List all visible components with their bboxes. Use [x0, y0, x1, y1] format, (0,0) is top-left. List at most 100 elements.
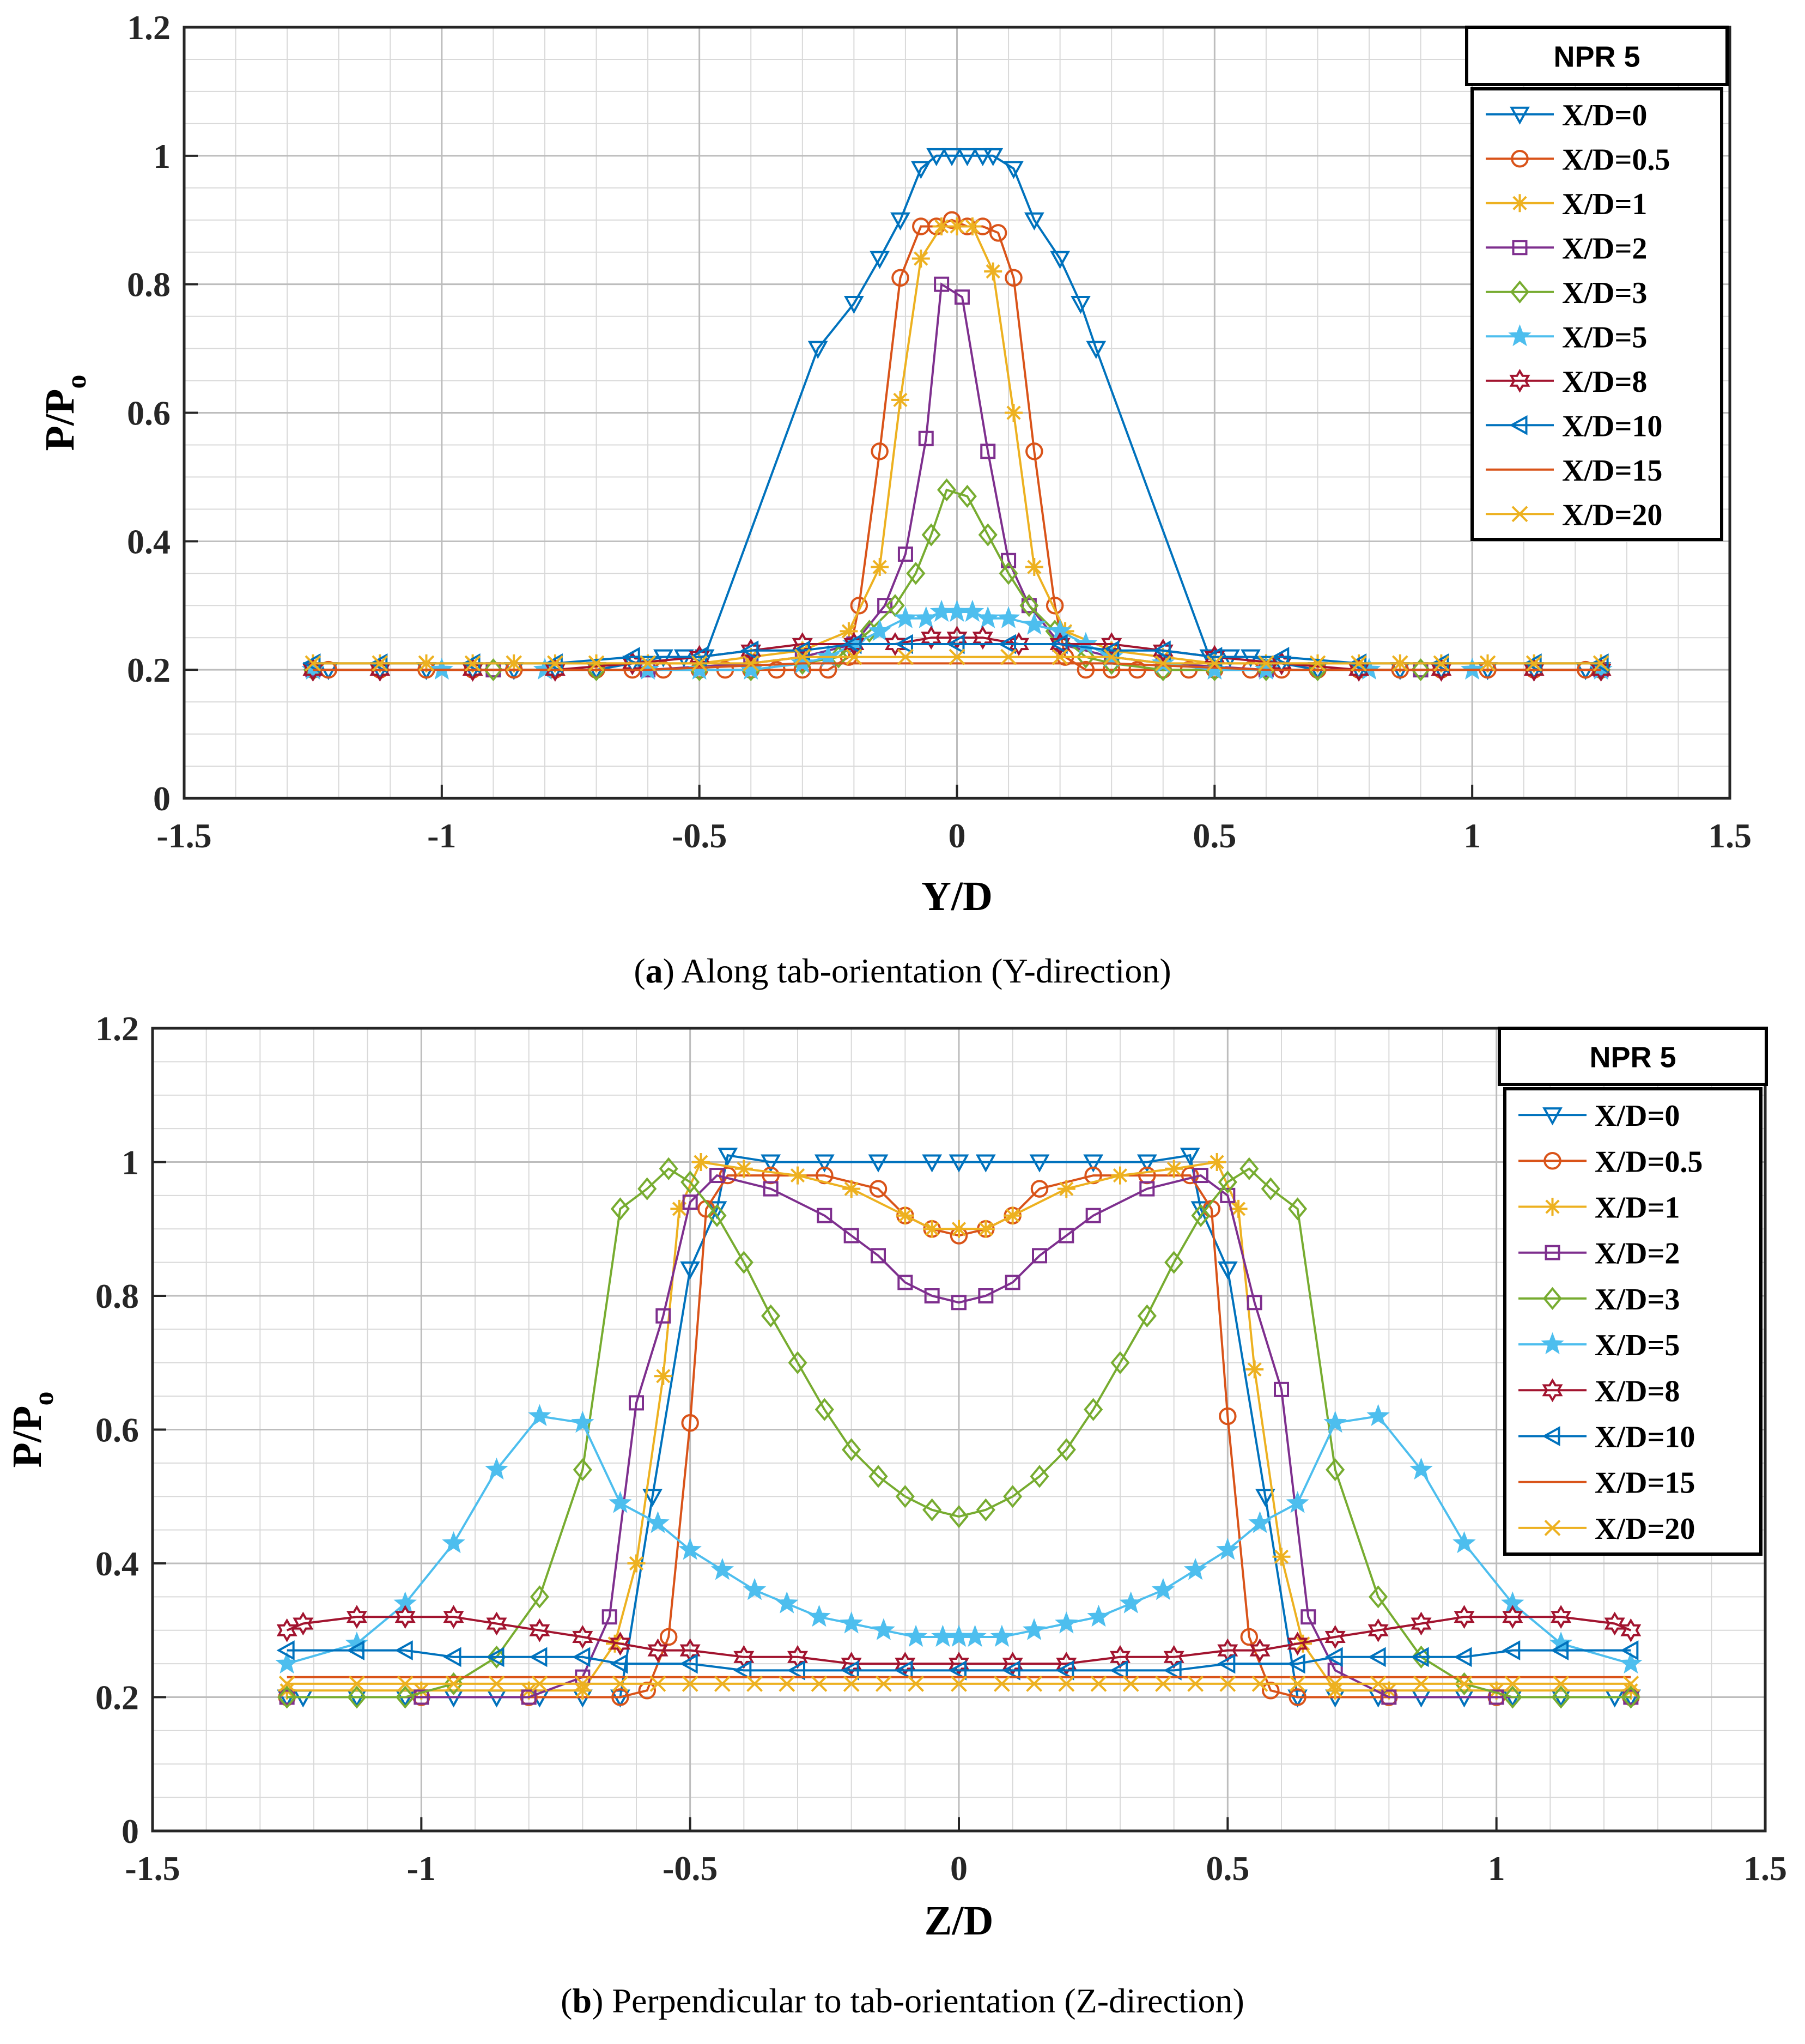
legend-a: NPR 5 X/D=0 X/D=0.5 X/D=1 X/D=2 X/D=3 X/D=5 X/D…: [1465, 26, 1729, 541]
data-point: [649, 1676, 666, 1692]
series-line: [287, 1649, 1631, 1672]
data-point: [976, 1220, 995, 1238]
data-point: [1056, 1652, 1077, 1676]
legend-label: X/D=2: [1595, 1237, 1680, 1271]
caption-a-text: Along tab-orientation (Y-direction): [674, 951, 1171, 990]
data-point: [787, 1660, 805, 1681]
data-point: [815, 1398, 834, 1421]
data-point: [573, 1458, 592, 1482]
data-point: [1183, 1557, 1207, 1580]
data-point: [1249, 1638, 1271, 1663]
data-point: [868, 1465, 888, 1488]
data-point: [571, 1410, 594, 1433]
data-point: [610, 1631, 631, 1656]
data-point: [948, 1660, 967, 1681]
data-point: [921, 523, 941, 547]
data-point: [877, 598, 893, 614]
legend-item: X/D=15: [1486, 454, 1662, 488]
data-point: [1593, 655, 1609, 672]
data-point: [1411, 658, 1431, 682]
data-point: [369, 658, 391, 682]
data-point: [670, 1199, 689, 1218]
data-point: [788, 1351, 807, 1374]
legend-swatch-marker: [1511, 194, 1529, 213]
data-point: [895, 634, 913, 654]
data-point: [443, 1672, 464, 1696]
data-point: [1216, 1538, 1239, 1560]
data-point: [895, 1652, 916, 1676]
legend-label: X/D=20: [1562, 498, 1662, 532]
data-point: [746, 1676, 763, 1692]
data-point: [850, 597, 868, 615]
data-point: [445, 1676, 462, 1692]
data-point: [842, 1438, 861, 1461]
data-point: [1193, 1168, 1208, 1184]
data-point: [1368, 1647, 1386, 1667]
data-point: [1271, 647, 1290, 667]
data-point: [1055, 1611, 1078, 1634]
data-point: [1208, 1153, 1226, 1171]
data-point: [1431, 658, 1452, 682]
data-point: [906, 562, 926, 585]
data-point: [659, 1157, 678, 1180]
data-point: [1366, 1404, 1390, 1426]
data-point: [1327, 1676, 1344, 1692]
data-point: [1255, 1489, 1275, 1507]
data-point: [1289, 1688, 1306, 1706]
data-point: [941, 148, 962, 166]
data-point: [1454, 1605, 1475, 1629]
data-point: [1274, 1381, 1289, 1397]
x-axis-label: Y/D: [921, 874, 993, 919]
data-point: [949, 1154, 969, 1173]
legend-item: X/D=0.5: [1518, 1145, 1703, 1179]
data-point: [868, 1154, 889, 1173]
legend-swatch-marker: [1512, 240, 1528, 256]
y-axis-label-subscript: o: [61, 375, 92, 389]
data-point: [922, 1154, 943, 1173]
data-point: [640, 655, 657, 672]
data-point: [488, 1676, 505, 1692]
series-group-a: [301, 148, 1613, 682]
legend-label: X/D=15: [1595, 1466, 1695, 1500]
data-point: [1620, 1640, 1639, 1660]
data-point: [740, 640, 759, 661]
data-point: [1409, 1457, 1433, 1480]
data-point: [951, 1676, 967, 1692]
data-point: [998, 634, 1017, 654]
data-point: [1523, 658, 1545, 682]
data-point: [1324, 1625, 1346, 1649]
legend-item: X/D=3: [1518, 1283, 1680, 1317]
data-point: [1076, 645, 1096, 669]
data-point: [1004, 1206, 1022, 1225]
data-point: [486, 1647, 505, 1667]
data-point: [647, 1638, 668, 1663]
data-point: [710, 1557, 734, 1580]
x-tick-label: 1.5: [1743, 1849, 1787, 1888]
y-axis-label: P/Po: [4, 1392, 59, 1468]
legend-title-box: [1498, 1027, 1768, 1086]
data-point: [921, 626, 942, 650]
y-axis-label: P/Po: [37, 375, 92, 451]
data-point: [394, 1605, 416, 1629]
data-point: [869, 1180, 888, 1198]
data-point: [841, 1652, 862, 1676]
data-point: [1087, 1604, 1110, 1627]
data-point: [924, 1288, 940, 1303]
data-point: [1164, 1251, 1184, 1274]
data-point: [948, 1652, 970, 1676]
series-group-b: [275, 1148, 1643, 1709]
y-tick-label: 1.2: [95, 1009, 139, 1048]
series-X/D=15: [313, 662, 1601, 671]
data-point: [1032, 1248, 1047, 1264]
data-point: [1187, 1676, 1204, 1692]
legend-swatch-marker: [1510, 280, 1530, 304]
y-tick-label: 0.6: [95, 1411, 139, 1449]
data-point: [530, 1585, 550, 1609]
data-point: [1433, 655, 1450, 672]
series-line: [313, 643, 1601, 665]
data-point: [1103, 648, 1120, 665]
data-point: [707, 1204, 727, 1227]
data-point: [949, 648, 965, 665]
series-X/D=5: [275, 1404, 1643, 1674]
series-X/D=20: [305, 648, 1609, 672]
